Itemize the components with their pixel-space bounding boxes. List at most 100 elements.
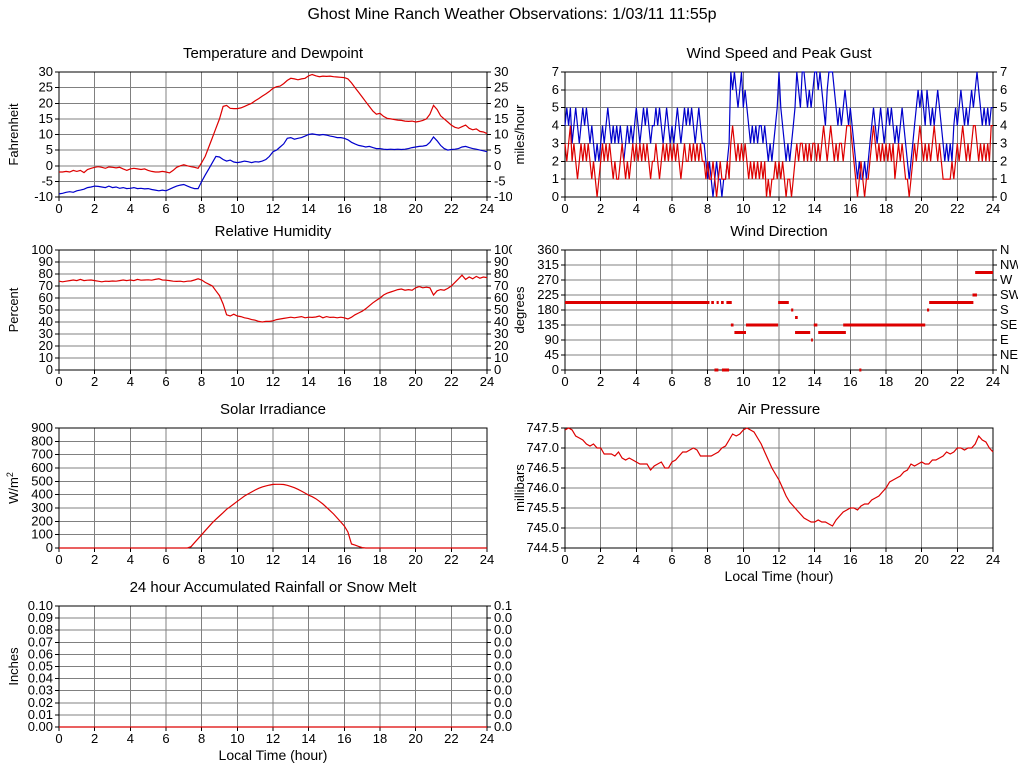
- svg-text:4: 4: [127, 374, 134, 389]
- svg-text:0.09: 0.09: [28, 610, 53, 625]
- svg-text:0.01: 0.01: [494, 707, 512, 722]
- svg-text:2: 2: [552, 153, 559, 168]
- svg-text:24: 24: [986, 552, 1000, 567]
- svg-text:0.05: 0.05: [28, 659, 53, 674]
- svg-text:2: 2: [1000, 153, 1007, 168]
- svg-text:7: 7: [552, 64, 559, 79]
- svg-text:900: 900: [31, 420, 53, 435]
- svg-text:14: 14: [807, 201, 821, 216]
- svg-text:270: 270: [537, 272, 559, 287]
- svg-text:747.0: 747.0: [526, 440, 559, 455]
- svg-text:10: 10: [494, 350, 508, 365]
- grid: [59, 250, 487, 370]
- svg-text:24: 24: [480, 201, 494, 216]
- svg-text:0.06: 0.06: [494, 646, 512, 661]
- svg-text:0.09: 0.09: [494, 610, 512, 625]
- svg-text:2: 2: [91, 374, 98, 389]
- svg-text:18: 18: [879, 374, 893, 389]
- svg-text:30: 30: [494, 64, 508, 79]
- svg-text:700: 700: [31, 447, 53, 462]
- svg-text:20: 20: [39, 338, 53, 353]
- svg-text:0.10: 0.10: [494, 598, 512, 613]
- svg-text:45: 45: [545, 347, 559, 362]
- svg-text:746.0: 746.0: [526, 480, 559, 495]
- y-tick-labels-left: 0.000.010.020.030.040.050.060.070.080.09…: [28, 598, 53, 734]
- svg-text:2: 2: [597, 552, 604, 567]
- svg-text:180: 180: [537, 302, 559, 317]
- svg-text:4: 4: [633, 552, 640, 567]
- svg-text:8: 8: [198, 552, 205, 567]
- svg-text:8: 8: [704, 374, 711, 389]
- svg-text:600: 600: [31, 460, 53, 475]
- svg-text:40: 40: [494, 314, 508, 329]
- svg-text:14: 14: [807, 374, 821, 389]
- svg-text:16: 16: [337, 201, 351, 216]
- svg-text:0: 0: [561, 201, 568, 216]
- axis-ticks: [55, 427, 488, 552]
- svg-text:0: 0: [494, 362, 501, 377]
- svg-text:20: 20: [914, 552, 928, 567]
- svg-text:30: 30: [39, 326, 53, 341]
- svg-text:0: 0: [561, 374, 568, 389]
- svg-text:16: 16: [337, 552, 351, 567]
- svg-text:22: 22: [950, 201, 964, 216]
- x-tick-labels: 0 2 4 6 8 10 12 14 16 18 20 22 24: [55, 374, 494, 389]
- y-axis-label: degrees: [512, 286, 527, 333]
- svg-text:0.05: 0.05: [494, 659, 512, 674]
- y-axis-label: miles/hour: [512, 104, 527, 165]
- svg-text:22: 22: [444, 201, 458, 216]
- wind-direction-points: [565, 271, 993, 372]
- svg-text:10: 10: [230, 731, 244, 746]
- series-wind-speed: [564, 125, 993, 198]
- y-tick-labels-left: 744.5 745.0 745.5 746.0 746.5 747.0 747.5: [526, 420, 559, 555]
- svg-text:16: 16: [843, 552, 857, 567]
- svg-text:14: 14: [807, 552, 821, 567]
- svg-text:0.07: 0.07: [28, 634, 53, 649]
- svg-text:10: 10: [736, 552, 750, 567]
- svg-text:10: 10: [39, 127, 53, 142]
- svg-text:10: 10: [736, 201, 750, 216]
- svg-text:2: 2: [91, 552, 98, 567]
- svg-text:NW: NW: [1000, 257, 1018, 272]
- svg-text:8: 8: [198, 374, 205, 389]
- svg-text:6: 6: [162, 552, 169, 567]
- svg-text:18: 18: [879, 201, 893, 216]
- svg-text:20: 20: [39, 95, 53, 110]
- svg-text:14: 14: [301, 201, 315, 216]
- svg-text:100: 100: [494, 242, 512, 257]
- svg-text:300: 300: [31, 500, 53, 515]
- svg-text:5: 5: [552, 100, 559, 115]
- svg-text:20: 20: [494, 95, 508, 110]
- series-temperature: [59, 73, 488, 174]
- svg-text:20: 20: [408, 201, 422, 216]
- svg-text:0.03: 0.03: [28, 683, 53, 698]
- series-humidity: [58, 274, 488, 323]
- svg-text:0: 0: [552, 362, 559, 377]
- svg-text:0.10: 0.10: [28, 598, 53, 613]
- svg-text:10: 10: [736, 374, 750, 389]
- chart-title: Wind Speed and Peak Gust: [686, 45, 872, 62]
- svg-text:0.02: 0.02: [28, 695, 53, 710]
- svg-text:20: 20: [408, 374, 422, 389]
- svg-text:90: 90: [39, 254, 53, 269]
- svg-text:5: 5: [1000, 100, 1007, 115]
- x-axis-label: Local Time (hour): [219, 747, 328, 763]
- chart-relative-humidity: Relative HumidityPercent0102030405060708…: [6, 223, 512, 389]
- svg-text:N: N: [1000, 362, 1009, 377]
- svg-text:6: 6: [1000, 82, 1007, 97]
- svg-text:16: 16: [337, 731, 351, 746]
- svg-text:8: 8: [198, 201, 205, 216]
- svg-text:-5: -5: [494, 173, 506, 188]
- svg-text:12: 12: [266, 552, 280, 567]
- svg-text:360: 360: [537, 242, 559, 257]
- svg-text:12: 12: [266, 201, 280, 216]
- svg-text:5: 5: [494, 142, 501, 157]
- svg-text:0: 0: [494, 158, 501, 173]
- svg-text:10: 10: [494, 127, 508, 142]
- svg-text:S: S: [1000, 302, 1009, 317]
- svg-text:0: 0: [561, 552, 568, 567]
- svg-text:22: 22: [950, 374, 964, 389]
